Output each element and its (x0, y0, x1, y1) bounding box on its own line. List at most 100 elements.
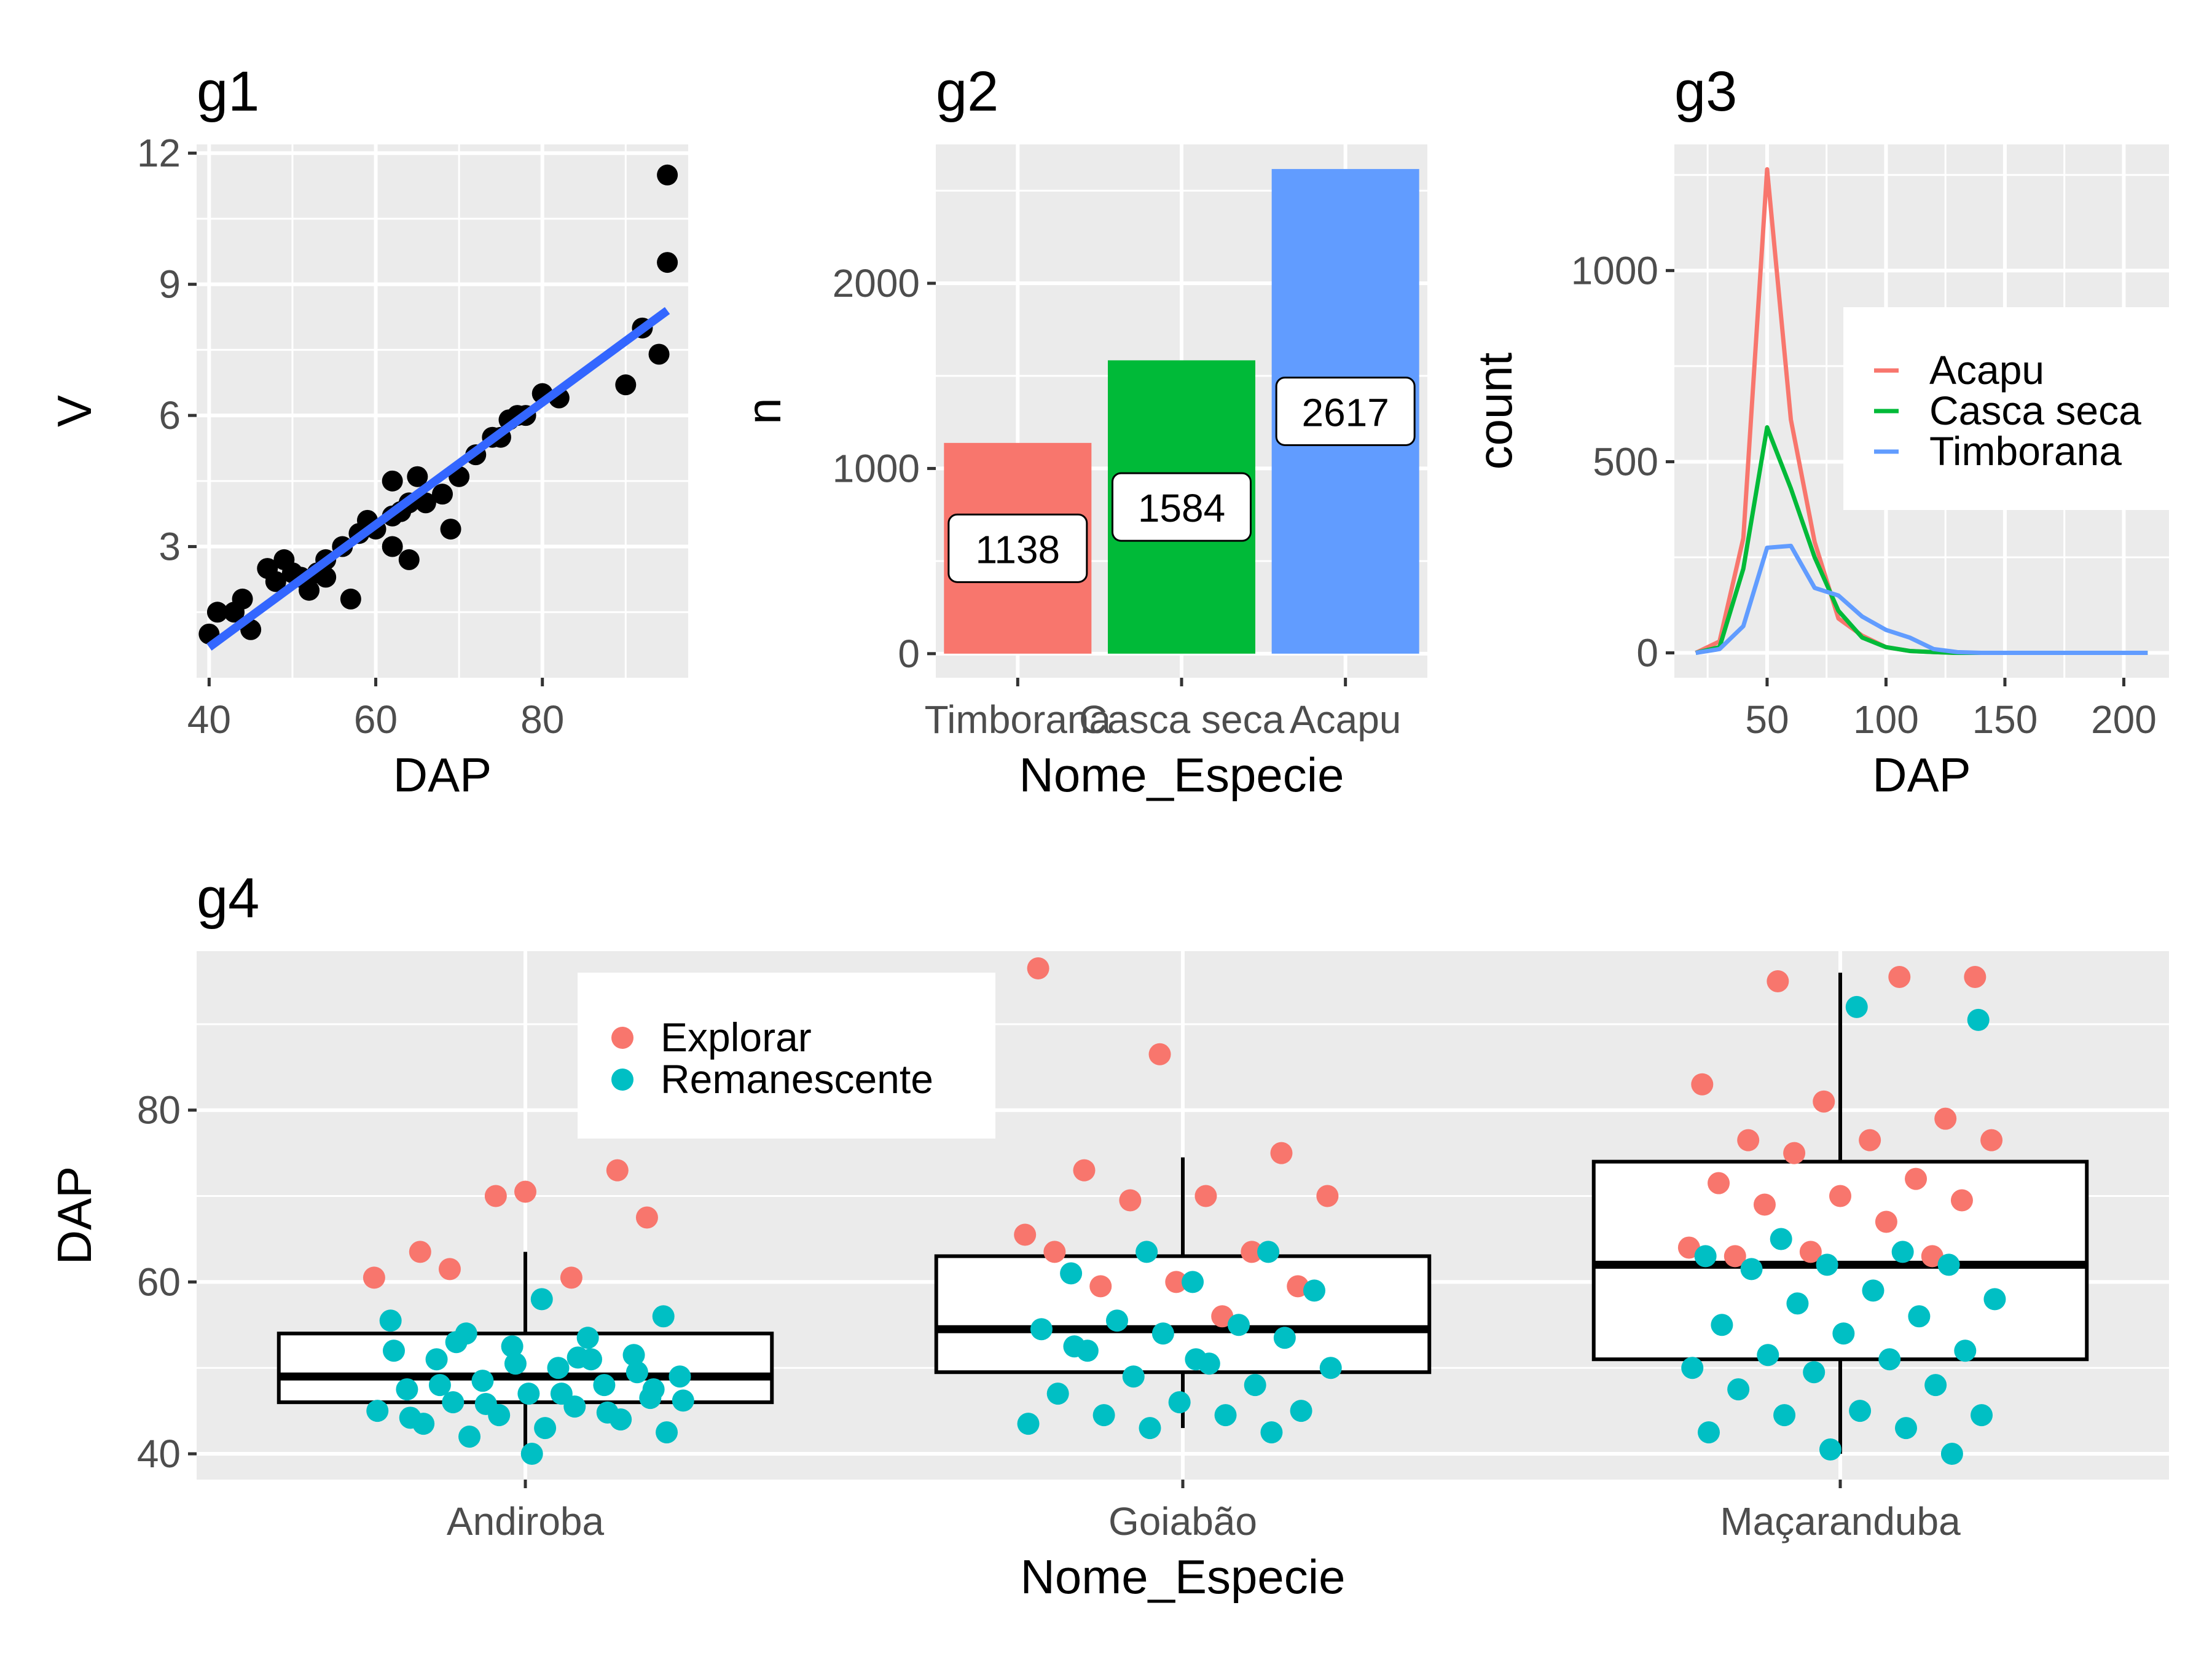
data-label-box (1112, 472, 1252, 542)
regression-line (206, 307, 670, 651)
data-point (1303, 1279, 1325, 1302)
data-point (1017, 1413, 1040, 1435)
data-point (1895, 1417, 1917, 1440)
data-point (1691, 1073, 1714, 1096)
data-point (299, 579, 320, 601)
data-point (504, 1352, 527, 1375)
data-point (1122, 1365, 1145, 1388)
legend-box (1843, 307, 2169, 510)
data-point (1257, 1241, 1280, 1263)
data-point (1940, 1443, 1963, 1465)
data-label: 2617 (1301, 390, 1389, 434)
data-point (1845, 995, 1868, 1018)
data-point (396, 1378, 418, 1401)
data-point (1971, 1404, 1993, 1427)
data-point (1786, 1292, 1809, 1315)
x-tick-label: 150 (1972, 697, 2038, 742)
panel-title: g4 (197, 867, 259, 930)
y-tick-label: 3 (159, 525, 181, 569)
data-point (567, 1346, 589, 1369)
data-point (1681, 1357, 1704, 1379)
data-point (399, 1406, 422, 1429)
panel-g1: g1 3 6 9 12 40 60 80 DAP V (47, 60, 688, 802)
data-point (1950, 1189, 1973, 1212)
data-point (206, 602, 228, 623)
x-tick-label: Andiroba (447, 1499, 605, 1543)
data-point (407, 466, 428, 487)
data-point (1694, 1245, 1717, 1268)
x-tick-label: 200 (2091, 697, 2157, 742)
data-point (1859, 1129, 1881, 1151)
data-point (1027, 957, 1049, 979)
data-point (622, 1344, 645, 1367)
data-point (1063, 1335, 1086, 1358)
data-point (1165, 1271, 1188, 1293)
x-axis-title: DAP (1872, 748, 1971, 802)
x-tick-label: Goiabão (1108, 1499, 1257, 1543)
data-point (1908, 1305, 1931, 1328)
data-point (1089, 1275, 1112, 1298)
data-point (1832, 1322, 1855, 1345)
data-point (1740, 1258, 1763, 1281)
series-line (1695, 543, 2148, 656)
data-point (514, 1180, 536, 1203)
data-point (669, 1365, 691, 1388)
data-point (672, 1389, 694, 1412)
data-point (1770, 1228, 1792, 1250)
data-point (415, 492, 436, 514)
y-tick-label: 80 (137, 1088, 181, 1132)
data-point (520, 1443, 543, 1465)
y-tick-label: 40 (137, 1432, 181, 1476)
y-axis-title: V (47, 395, 101, 427)
data-point (1273, 1327, 1296, 1349)
data-point (1043, 1241, 1066, 1263)
x-tick-label: Casca seca (1079, 697, 1285, 742)
x-tick-label: Maçaranduba (1720, 1499, 1961, 1543)
panel-title: g1 (197, 60, 259, 123)
data-label-box (1275, 376, 1416, 446)
data-point (1151, 1322, 1174, 1345)
data-point (1194, 1185, 1217, 1207)
data-point (442, 1391, 465, 1414)
data-point (382, 536, 403, 557)
data-point (425, 1348, 448, 1371)
y-tick-label: 12 (137, 131, 181, 175)
data-point (1980, 1129, 2003, 1151)
data-point (1073, 1159, 1096, 1182)
data-point (1139, 1417, 1161, 1440)
data-point (484, 1185, 507, 1207)
data-point (398, 549, 420, 570)
data-point (626, 1361, 648, 1384)
data-point (1185, 1348, 1207, 1371)
data-point (642, 1378, 665, 1401)
data-point (471, 1370, 494, 1392)
legend-label: Timborana (1929, 428, 2122, 474)
data-point (340, 588, 361, 610)
data-point (1119, 1189, 1142, 1212)
data-point (1799, 1241, 1822, 1263)
data-point (596, 1401, 619, 1424)
x-tick-label: 60 (354, 697, 398, 742)
x-axis-title: Nome_Especie (1021, 1550, 1346, 1604)
data-point (657, 164, 678, 186)
y-axis-title: count (1468, 352, 1522, 469)
data-point (657, 252, 678, 273)
x-tick-label: 50 (1745, 697, 1789, 742)
data-point (1182, 1271, 1204, 1293)
x-tick-label: Timborana (925, 697, 1112, 742)
data-point (1168, 1391, 1191, 1414)
data-point (1724, 1245, 1746, 1268)
data-point (606, 1159, 629, 1182)
data-point (1244, 1374, 1266, 1397)
legend-label: Remanescente (661, 1056, 933, 1102)
data-point (1316, 1185, 1339, 1207)
y-tick-label: 60 (137, 1260, 181, 1304)
data-point (265, 571, 286, 592)
data-point (1260, 1421, 1283, 1444)
data-point (530, 1288, 553, 1311)
data-point (379, 1309, 402, 1332)
data-point (1829, 1185, 1851, 1207)
